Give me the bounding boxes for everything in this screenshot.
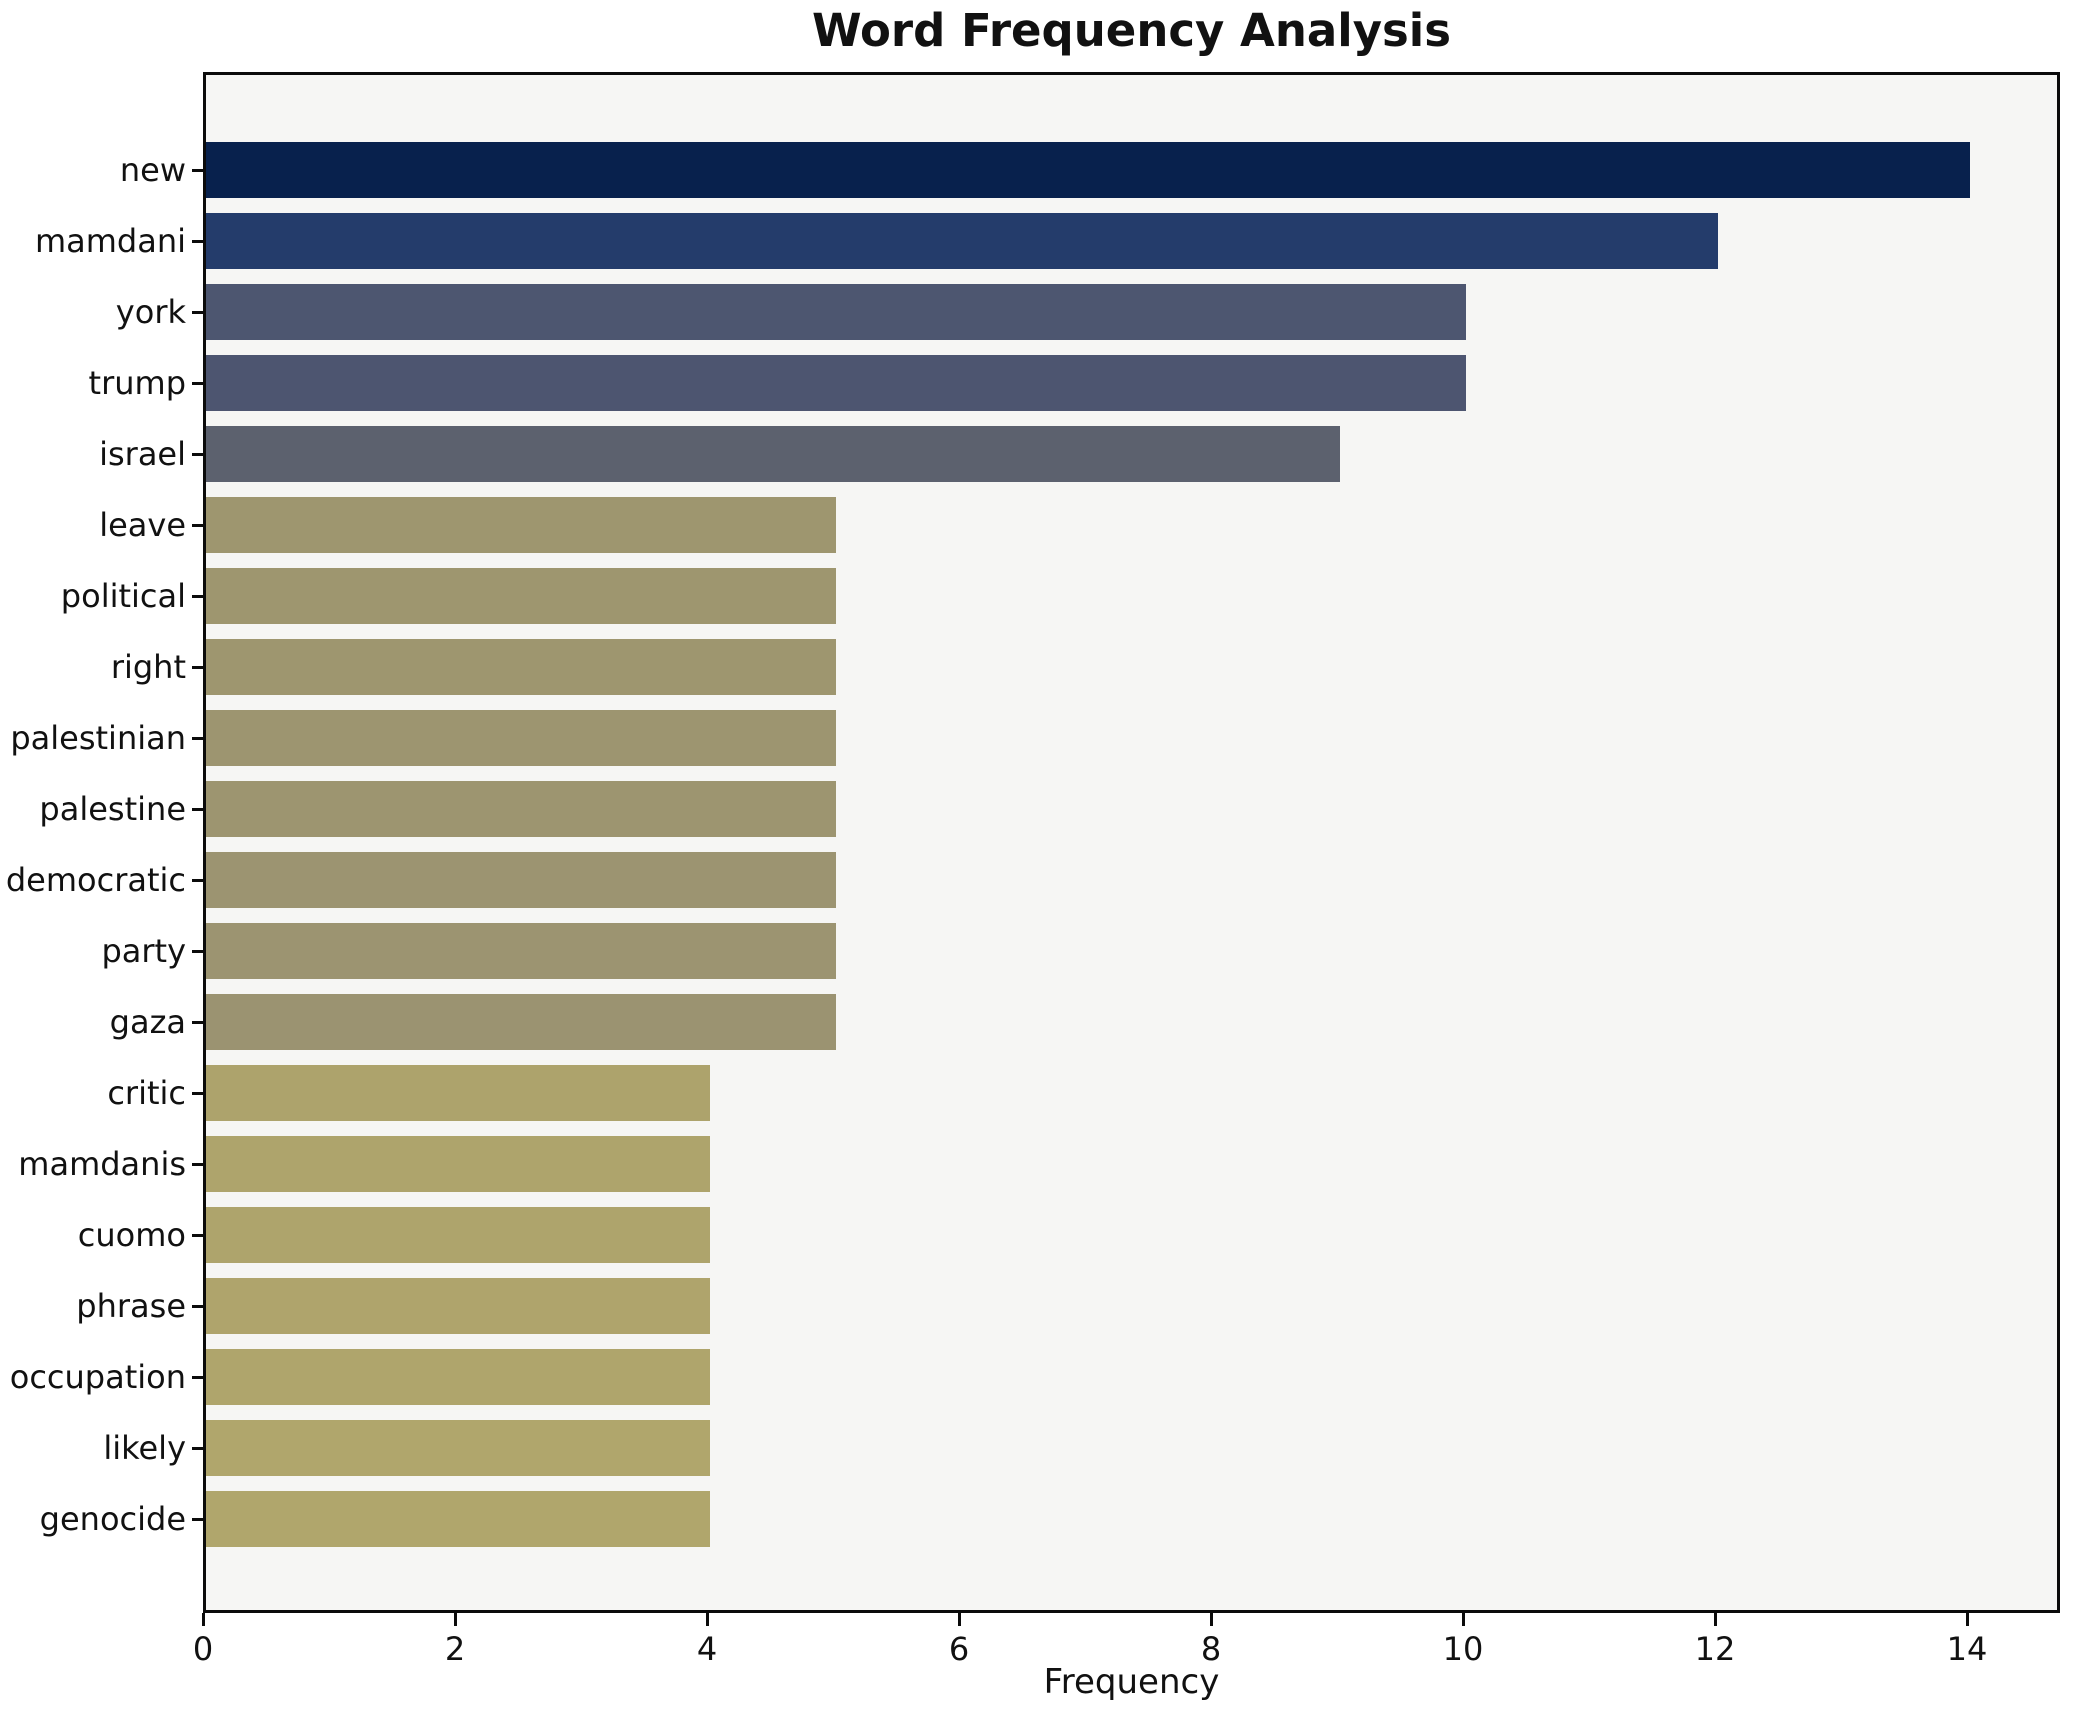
bar-leave [206,497,836,553]
y-tick-mark [192,1518,203,1521]
y-tick-label-leave: leave [99,506,186,544]
y-tick-label-york: york [115,293,186,331]
y-tick-mark [192,1092,203,1095]
y-tick-label-palestine: palestine [39,790,186,828]
y-tick-label-phrase: phrase [76,1287,186,1325]
y-tick-label-trump: trump [88,364,186,402]
x-tick-mark [958,1613,961,1626]
y-tick-mark [192,808,203,811]
x-tick-label-14: 14 [1946,1630,1988,1668]
y-tick-mark [192,169,203,172]
y-tick-mark [192,240,203,243]
x-tick-label-8: 8 [1200,1630,1222,1668]
y-tick-mark [192,1447,203,1450]
bar-palestine [206,781,836,837]
x-tick-mark [1210,1613,1213,1626]
y-tick-mark [192,1163,203,1166]
y-tick-label-critic: critic [107,1074,186,1112]
bar-right [206,639,836,695]
bar-political [206,568,836,624]
bar-mamdani [206,213,1718,269]
y-tick-mark [192,595,203,598]
x-tick-mark [454,1613,457,1626]
bar-gaza [206,994,836,1050]
y-tick-mark [192,666,203,669]
x-tick-label-0: 0 [192,1630,214,1668]
y-tick-label-new: new [119,151,186,189]
bar-genocide [206,1491,710,1547]
chart-title: Word Frequency Analysis [811,4,1452,57]
bar-york [206,284,1466,340]
bar-critic [206,1065,710,1121]
y-tick-mark [192,311,203,314]
bar-phrase [206,1278,710,1334]
y-tick-label-political: political [60,577,186,615]
y-tick-label-party: party [101,932,186,970]
bar-israel [206,426,1340,482]
y-tick-label-genocide: genocide [39,1500,186,1538]
bar-likely [206,1420,710,1476]
x-tick-mark [202,1613,205,1626]
y-tick-label-likely: likely [103,1429,186,1467]
y-tick-mark [192,524,203,527]
y-tick-label-cuomo: cuomo [77,1216,186,1254]
y-tick-label-mamdanis: mamdanis [18,1145,186,1183]
x-tick-label-4: 4 [696,1630,718,1668]
y-tick-mark [192,1021,203,1024]
x-tick-label-12: 12 [1694,1630,1736,1668]
bar-democratic [206,852,836,908]
y-tick-label-occupation: occupation [9,1358,186,1396]
x-tick-mark [1462,1613,1465,1626]
bar-cuomo [206,1207,710,1263]
y-tick-label-gaza: gaza [109,1003,186,1041]
y-tick-mark [192,382,203,385]
y-tick-mark [192,453,203,456]
y-tick-mark [192,879,203,882]
bar-party [206,923,836,979]
y-tick-mark [192,1305,203,1308]
y-tick-label-democratic: democratic [5,861,186,899]
x-tick-label-6: 6 [948,1630,970,1668]
bar-new [206,142,1970,198]
y-tick-label-palestinian: palestinian [10,719,186,757]
y-tick-mark [192,1376,203,1379]
x-axis-label: Frequency [1043,1662,1220,1702]
y-tick-mark [192,737,203,740]
x-tick-mark [1966,1613,1969,1626]
bar-palestinian [206,710,836,766]
x-tick-mark [706,1613,709,1626]
plot-area [203,72,2060,1613]
y-tick-mark [192,950,203,953]
bar-trump [206,355,1466,411]
x-tick-label-10: 10 [1442,1630,1484,1668]
y-tick-label-right: right [110,648,186,686]
y-tick-label-mamdani: mamdani [34,222,186,260]
y-tick-label-israel: israel [99,435,186,473]
x-tick-mark [1714,1613,1717,1626]
bar-occupation [206,1349,710,1405]
x-tick-label-2: 2 [444,1630,466,1668]
bar-mamdanis [206,1136,710,1192]
y-tick-mark [192,1234,203,1237]
